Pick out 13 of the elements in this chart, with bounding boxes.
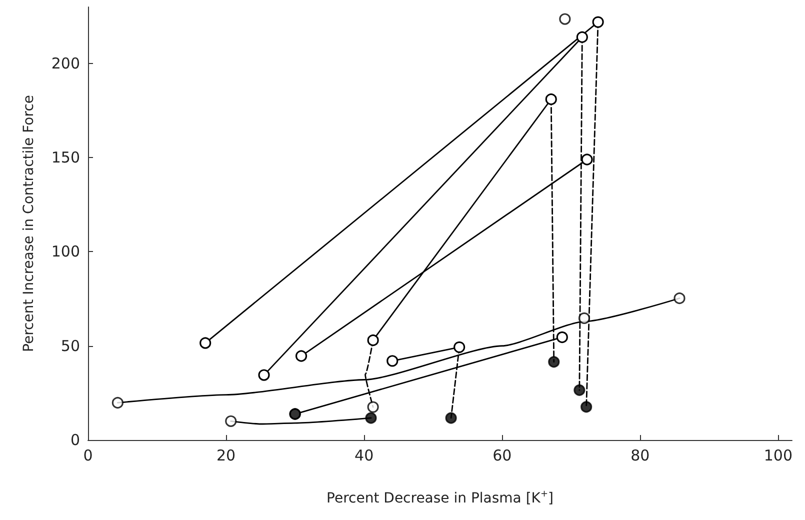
y-tick-label: 50	[60, 336, 80, 355]
y-tick-label: 100	[51, 242, 80, 261]
x-tick-label: 100	[764, 446, 793, 464]
x-tick-label: 40	[354, 446, 374, 464]
y-tick-label: 200	[51, 54, 80, 72]
y-axis-title: Percent Increase in Contractile Force	[21, 95, 37, 352]
y-tick-label: 0	[70, 431, 80, 449]
x-tick-label: 80	[630, 446, 650, 464]
x-tick-label: 0	[83, 446, 93, 464]
y-tick-label: 150	[51, 148, 80, 167]
x-tick-label: 20	[216, 446, 236, 464]
x-tick-label: 60	[492, 446, 512, 464]
x-axis-title: Percent Decrease in Plasma [K+]	[326, 490, 554, 506]
